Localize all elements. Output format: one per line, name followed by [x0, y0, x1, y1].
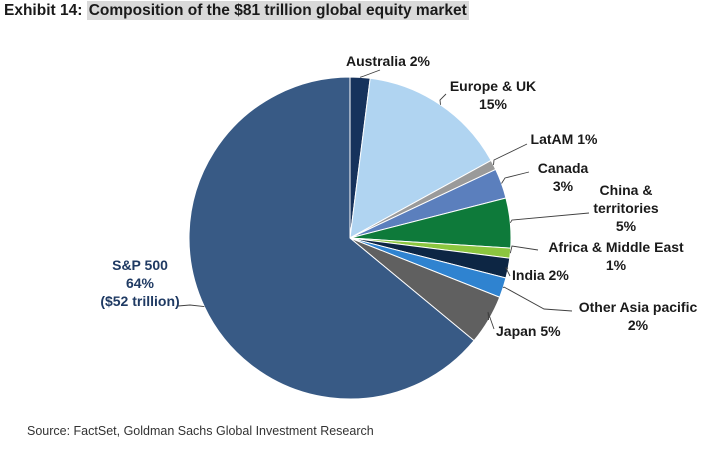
slice-label-latam: LatAM 1%: [531, 131, 598, 147]
leader-line-india: [505, 267, 511, 277]
leader-line-australia: [359, 69, 381, 78]
slice-s-p-500: [188, 76, 475, 400]
slice-label-africa-middle-east: Africa & Middle East 1%: [548, 239, 684, 273]
exhibit-title: Exhibit 14: Composition of the $81 trill…: [4, 1, 469, 23]
leader-line-africa-middle-east: [509, 245, 539, 254]
slice-label-australia: Australia 2%: [346, 53, 431, 69]
slice-label-s-p-500: S&P 500 64% ($52 trillion): [100, 257, 179, 309]
slice-label-other-asia-pacific: Other Asia pacific 2%: [579, 299, 698, 333]
leader-lines: [177, 69, 590, 330]
slice-label-china-territories: China & territories 5%: [593, 182, 659, 234]
leader-line-europe-uk: [439, 93, 447, 105]
leader-line-other-asia-pacific: [502, 286, 573, 312]
leader-line-japan: [487, 311, 495, 330]
leader-line-s-p-500: [177, 304, 205, 308]
exhibit-number: Exhibit 14:: [4, 2, 83, 19]
leader-line-canada: [501, 171, 530, 184]
slice-label-india: India 2%: [512, 267, 569, 283]
pie-chart: Australia 2% Europe & UK 15% LatAM 1% Canada…: [100, 53, 697, 400]
chart-title: Composition of the $81 trillion global e…: [86, 1, 469, 20]
slice-label-canada: Canada 3%: [538, 160, 589, 194]
leader-line-latam: [493, 143, 528, 165]
slice-europe-uk: [349, 77, 492, 239]
slice-label-japan: Japan 5%: [496, 323, 561, 339]
pie-slices: [188, 76, 512, 400]
leader-line-china-territories: [509, 212, 590, 224]
slice-label-europe-uk: Europe & UK 15%: [450, 78, 536, 112]
slice-labels: Australia 2% Europe & UK 15% LatAM 1% Canada…: [100, 53, 697, 339]
source-note: Source: FactSet, Goldman Sachs Global In…: [27, 424, 374, 438]
